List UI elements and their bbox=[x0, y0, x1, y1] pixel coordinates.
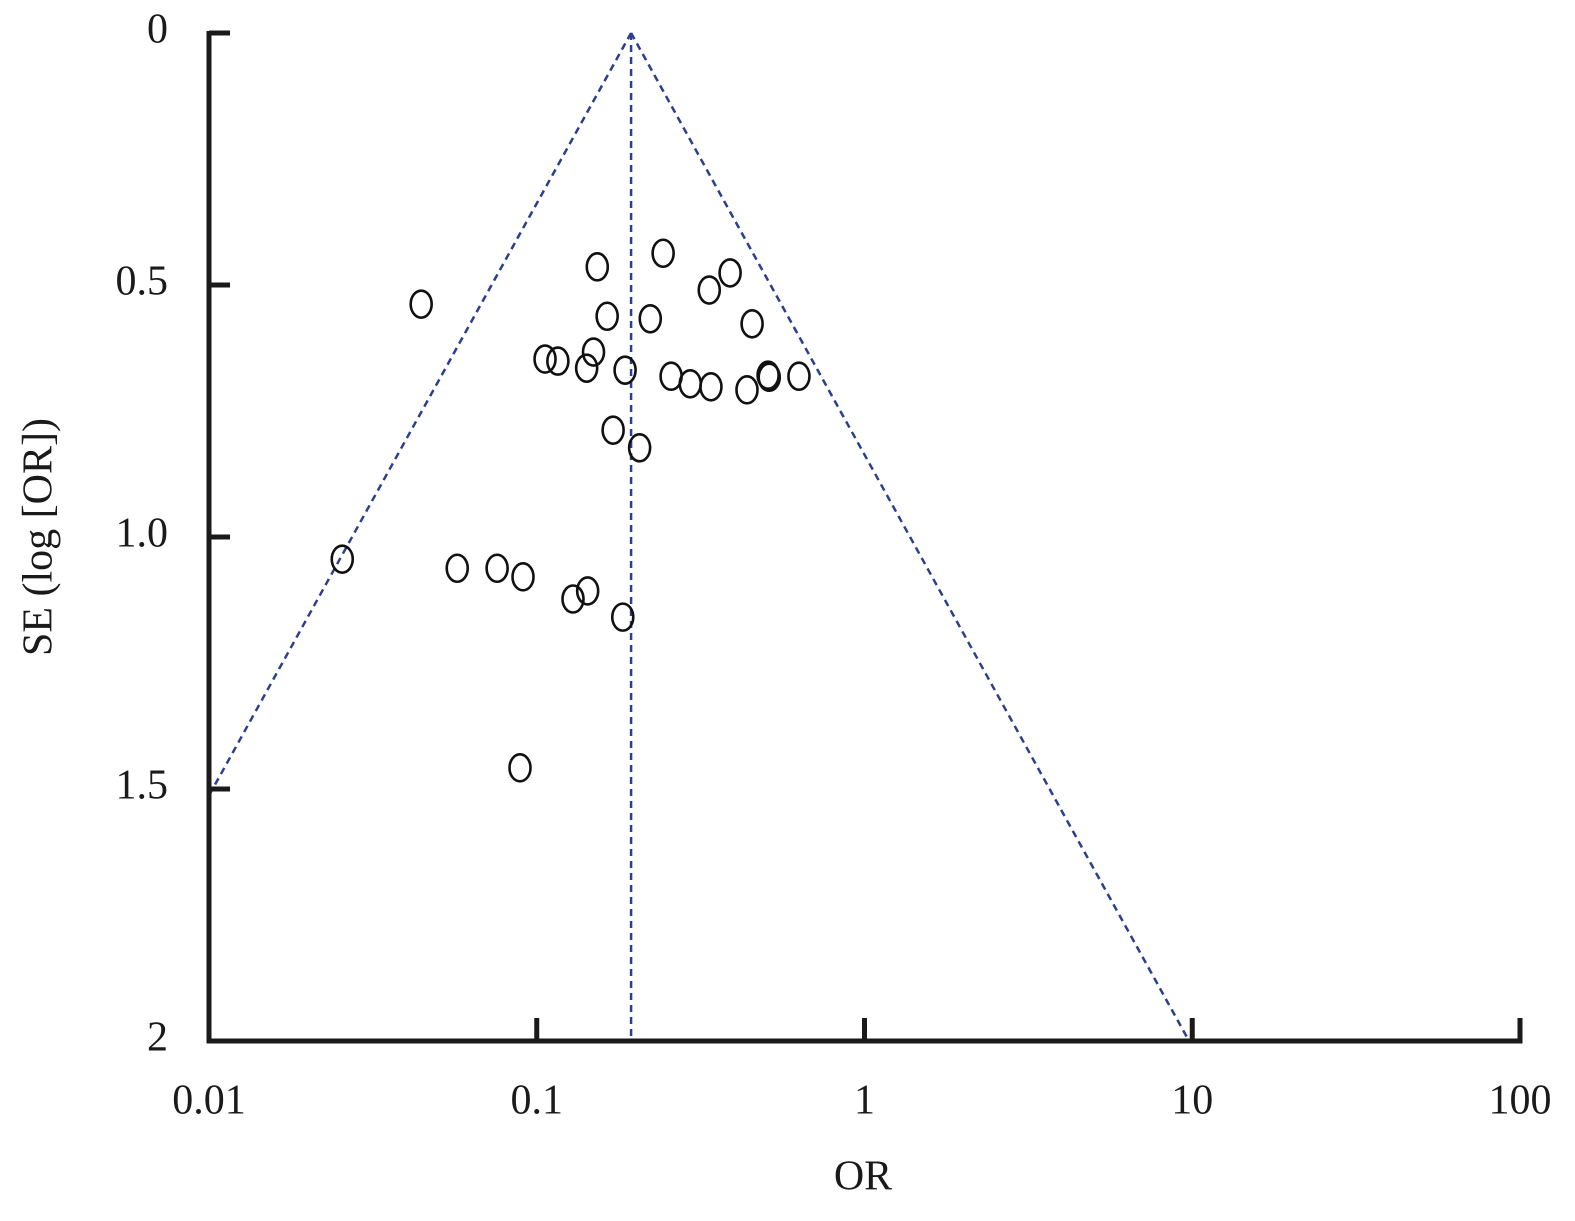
study-point bbox=[659, 361, 683, 392]
study-point bbox=[445, 553, 470, 584]
study-point bbox=[485, 553, 509, 584]
study-point bbox=[561, 584, 585, 614]
y-tick-label: 0 bbox=[147, 7, 168, 53]
study-point bbox=[613, 355, 637, 385]
study-point bbox=[508, 753, 532, 783]
x-tick-label: 0.01 bbox=[172, 1078, 246, 1124]
study-point bbox=[409, 289, 433, 319]
y-tick-label: 1.0 bbox=[116, 511, 169, 557]
y-tick-label: 0.5 bbox=[116, 259, 169, 305]
y-tick-label: 1.5 bbox=[116, 763, 169, 809]
study-point bbox=[740, 309, 764, 339]
study-point bbox=[697, 275, 722, 305]
study-point bbox=[595, 301, 619, 332]
study-point bbox=[330, 544, 355, 574]
study-point bbox=[585, 252, 610, 282]
funnel-left bbox=[209, 32, 633, 799]
study-point bbox=[787, 361, 811, 392]
x-tick-label: 0.1 bbox=[511, 1078, 564, 1124]
study-point bbox=[718, 258, 742, 288]
study-point bbox=[601, 415, 625, 445]
x-tick-label: 10 bbox=[1171, 1078, 1213, 1124]
study-point bbox=[610, 602, 635, 632]
y-tick-label: 2 bbox=[147, 1015, 168, 1061]
study-point bbox=[638, 303, 663, 334]
study-point bbox=[735, 375, 759, 405]
y-axis-label: SE (log [OR]) bbox=[16, 418, 62, 656]
study-point bbox=[627, 432, 652, 463]
study-point bbox=[533, 344, 557, 374]
x-tick-label: 1 bbox=[854, 1078, 875, 1124]
study-point bbox=[546, 346, 570, 376]
study-point bbox=[678, 368, 703, 399]
study-point bbox=[699, 372, 723, 402]
funnel-right bbox=[629, 32, 1191, 1041]
study-point bbox=[575, 576, 600, 606]
x-tick-label: 100 bbox=[1489, 1078, 1552, 1124]
study-point bbox=[581, 337, 606, 367]
study-point bbox=[511, 562, 535, 592]
study-point bbox=[574, 353, 599, 383]
study-point bbox=[651, 238, 675, 269]
funnel bbox=[209, 32, 1191, 1041]
x-axis-label: OR bbox=[834, 1154, 892, 1200]
study-point bbox=[757, 362, 782, 393]
